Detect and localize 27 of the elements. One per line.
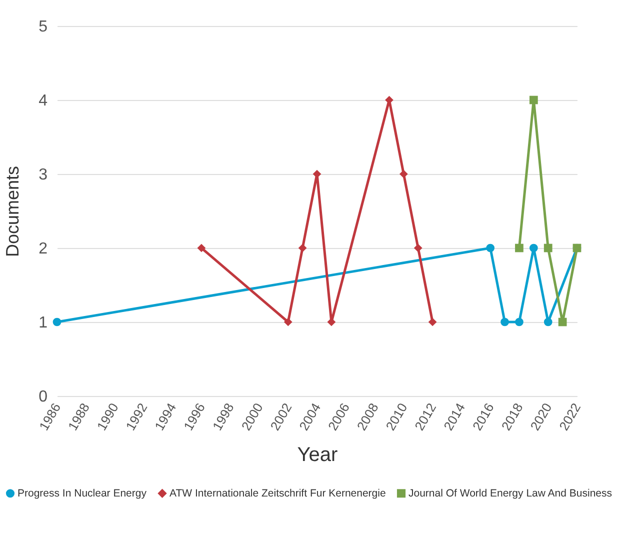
point <box>52 318 62 326</box>
y-tick-label: 0 <box>38 388 48 406</box>
y-tick-label: 2 <box>38 240 48 258</box>
point <box>515 318 524 326</box>
point <box>428 318 437 326</box>
legend-label: Journal Of World Energy Law And Business <box>408 487 612 500</box>
point <box>529 244 538 252</box>
x-axis-title: Year <box>297 444 338 466</box>
y-axis-title: Documents <box>2 166 23 258</box>
point <box>399 170 408 178</box>
point <box>284 318 292 326</box>
point <box>486 244 495 252</box>
point <box>500 318 509 326</box>
legend-label: Progress In Nuclear Energy <box>18 487 148 500</box>
y-tick-label: 4 <box>38 92 48 110</box>
y-tick-label: 3 <box>38 166 48 184</box>
y-tick-label: 5 <box>38 18 48 36</box>
point <box>414 244 422 252</box>
point <box>298 244 307 252</box>
legend-label: ATW Internationale Zeitschrift Fur Kernenergie <box>170 487 386 500</box>
point <box>197 244 206 252</box>
point <box>544 318 552 326</box>
point <box>544 244 552 252</box>
point <box>529 96 538 104</box>
point <box>515 244 524 252</box>
point <box>558 318 567 326</box>
y-tick-label: 1 <box>38 314 48 332</box>
